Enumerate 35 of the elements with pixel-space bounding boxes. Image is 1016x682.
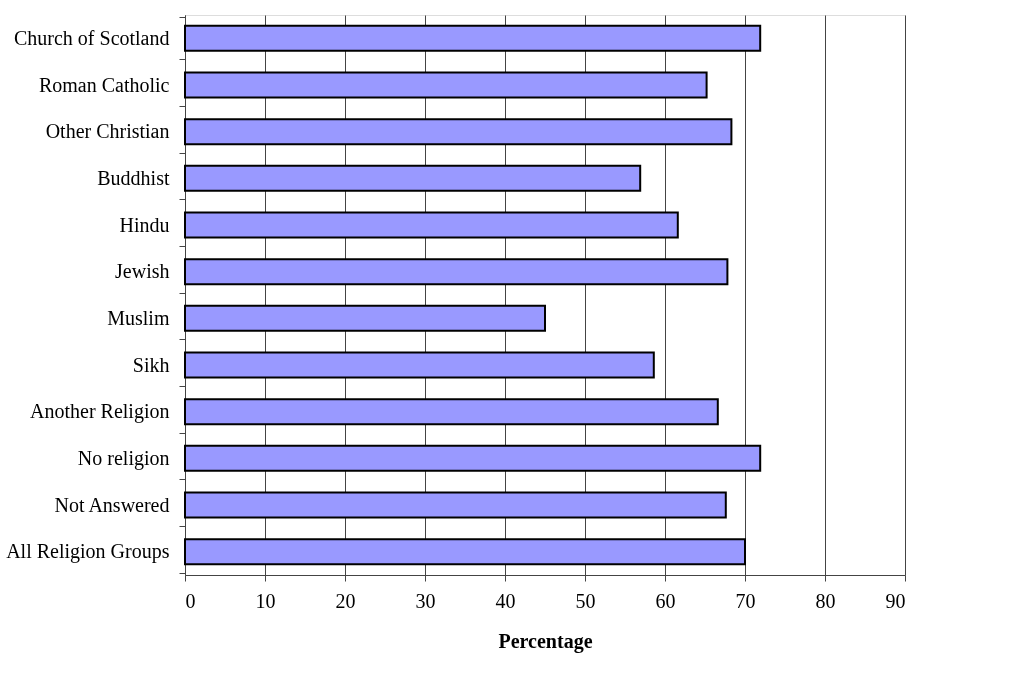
x-tick-label: 50	[575, 589, 596, 612]
x-tick-label: 40	[495, 589, 516, 612]
y-tick-label: Other Christian	[45, 120, 170, 143]
y-tick-label: Muslim	[107, 306, 170, 329]
y-tick-label: Jewish	[115, 260, 170, 283]
bar	[184, 398, 719, 426]
x-tick-label: 90	[885, 589, 906, 612]
bar	[184, 491, 727, 519]
bar	[184, 24, 762, 52]
x-tick-label: 0	[185, 589, 196, 612]
bar	[184, 444, 762, 472]
bar	[184, 304, 546, 332]
y-tick-label: Roman Catholic	[38, 73, 170, 96]
x-tick-label: 60	[655, 589, 676, 612]
y-tick-label: Sikh	[132, 353, 170, 376]
bar	[184, 258, 729, 286]
y-tick-label: Not Answered	[54, 493, 170, 516]
x-tick-label: 30	[415, 589, 436, 612]
bar	[184, 538, 746, 566]
x-tick-label: 20	[335, 589, 356, 612]
bar	[184, 118, 733, 146]
x-tick-label: 10	[255, 589, 276, 612]
bar	[184, 211, 679, 239]
bar	[184, 351, 655, 379]
x-tick-label: 80	[815, 589, 836, 612]
y-tick-label: All Religion Groups	[6, 540, 170, 564]
y-tick-label: Church of Scotland	[13, 26, 170, 49]
y-tick-label: Buddhist	[97, 166, 170, 189]
y-tick-label: Another Religion	[30, 400, 170, 424]
y-tick-label: Hindu	[119, 213, 170, 236]
x-axis-title: Percentage	[498, 629, 593, 653]
y-tick-label: No religion	[77, 446, 170, 470]
bar	[184, 71, 708, 99]
x-tick-label: 70	[735, 589, 756, 612]
bar	[184, 164, 642, 192]
